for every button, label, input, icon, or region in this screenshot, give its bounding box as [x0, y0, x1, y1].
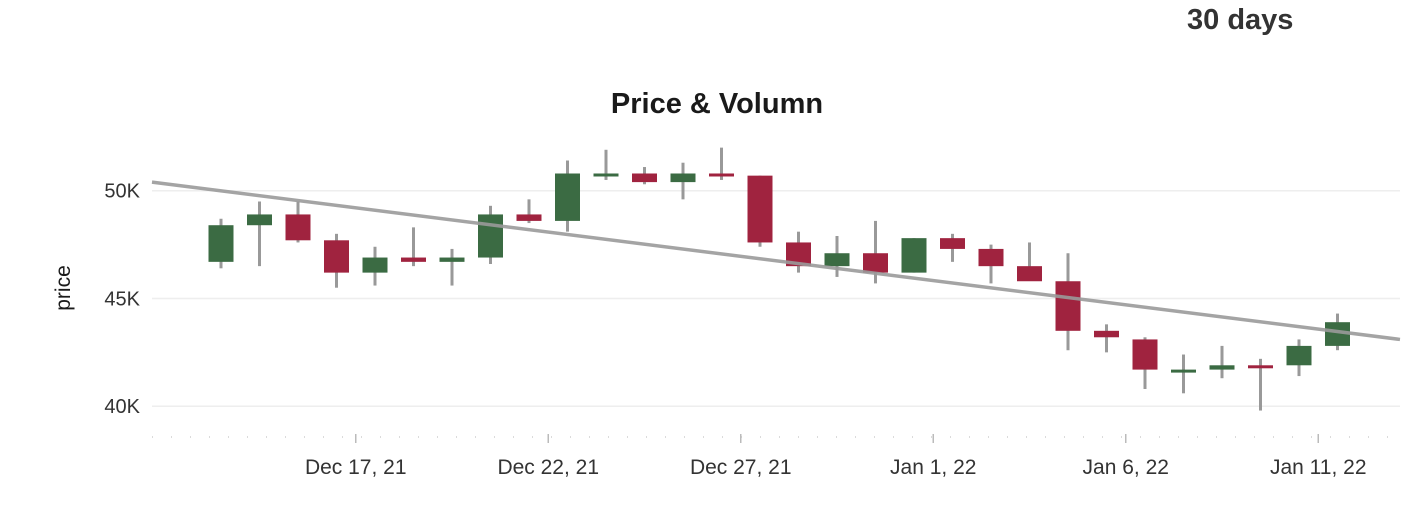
- candle: [555, 160, 580, 232]
- candle-body-down: [324, 240, 349, 273]
- trendline-segment: [151, 180, 1401, 342]
- candle-body-down: [285, 214, 311, 241]
- candle-body-up: [478, 214, 503, 258]
- candle-body-up: [1286, 345, 1312, 366]
- candle: [632, 167, 657, 185]
- candle-body-down: [1094, 330, 1119, 338]
- candle-body-up: [439, 257, 465, 262]
- candle: [324, 233, 349, 288]
- candle-body-up: [555, 173, 580, 221]
- y-axis-ticks: 40K 45K 50K: [104, 181, 140, 419]
- candle-body-down: [786, 242, 811, 267]
- candles: [208, 147, 1350, 411]
- candle-body-down: [1248, 365, 1273, 369]
- x-tick-label: Jan 1, 22: [890, 456, 976, 479]
- candle: [1248, 358, 1273, 411]
- x-tick-label: Dec 27, 21: [690, 456, 792, 479]
- candle-body-down: [1132, 339, 1158, 370]
- trendline: [151, 180, 1401, 342]
- y-axis-title: price: [52, 265, 75, 311]
- candle-body-up: [593, 173, 619, 177]
- candle: [1171, 354, 1196, 394]
- candle-body-down: [1055, 281, 1081, 331]
- candle-body-down: [516, 214, 542, 221]
- candle-body-down: [863, 253, 888, 273]
- candle-body-up: [1171, 369, 1196, 373]
- candle-body-up: [362, 257, 388, 273]
- x-tick-label: Dec 17, 21: [305, 456, 407, 479]
- candle: [1209, 345, 1235, 379]
- x-axis-ticks: Dec 17, 21 Dec 22, 21 Dec 27, 21 Jan 1, 22 J…: [305, 434, 1367, 479]
- candle-body-up: [824, 253, 850, 267]
- candle-body-up: [247, 214, 272, 226]
- candle-body-down: [940, 238, 965, 249]
- candle-body-down: [632, 173, 657, 183]
- candle-body-down: [1017, 266, 1042, 282]
- candle-body-down: [401, 257, 426, 262]
- candle: [478, 205, 503, 265]
- candle-body-up: [670, 173, 696, 183]
- candle: [901, 238, 927, 273]
- candle-body-down: [709, 173, 734, 177]
- candle: [439, 248, 465, 286]
- candle: [593, 149, 619, 180]
- gridlines: [152, 189, 1400, 438]
- candle: [401, 227, 426, 267]
- y-tick-label: 45K: [104, 288, 140, 310]
- candle: [247, 201, 272, 267]
- candle: [516, 199, 542, 224]
- candle-body-up: [1325, 322, 1350, 346]
- candle: [362, 246, 388, 286]
- candle: [670, 162, 696, 200]
- candle: [709, 147, 734, 180]
- candle-body-up: [901, 238, 927, 273]
- candle: [1055, 253, 1081, 351]
- candle: [786, 231, 811, 273]
- candle-body-up: [208, 225, 234, 262]
- candle-body-down: [978, 248, 1004, 267]
- x-tick-label: Dec 22, 21: [497, 456, 599, 479]
- x-tick-label: Jan 6, 22: [1083, 456, 1169, 479]
- candle: [1017, 242, 1042, 282]
- y-tick-label: 50K: [104, 181, 140, 203]
- candle: [1094, 324, 1119, 353]
- candle: [285, 201, 311, 243]
- candle: [978, 244, 1004, 284]
- period-label[interactable]: 30 days: [1187, 4, 1294, 36]
- candle: [940, 233, 965, 262]
- candle: [747, 175, 773, 247]
- candle-body-up: [1209, 365, 1235, 370]
- candle: [1286, 339, 1312, 377]
- y-tick-label: 40K: [104, 396, 140, 418]
- candle: [208, 218, 234, 269]
- candle: [1132, 337, 1158, 389]
- chart-title: Price & Volumn: [610, 88, 824, 120]
- x-tick-label: Jan 11, 22: [1270, 456, 1367, 479]
- candle-body-down: [747, 175, 773, 243]
